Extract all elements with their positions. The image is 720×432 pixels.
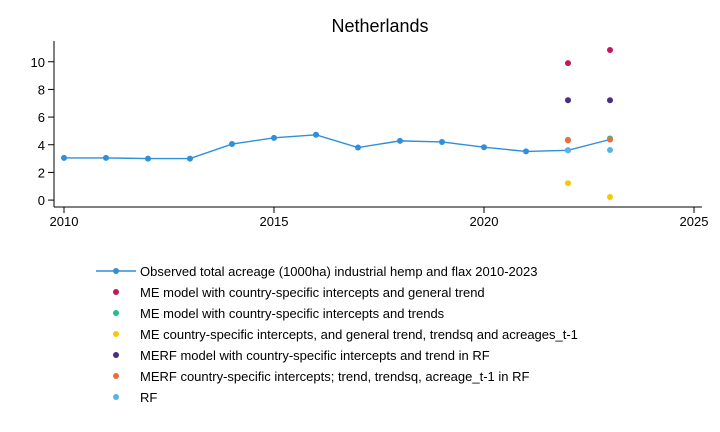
y-tick-label: 10 <box>31 55 45 70</box>
x-tick-label: 2010 <box>50 214 79 229</box>
y-tick-label: 8 <box>38 82 45 97</box>
series-line-observed <box>64 134 611 160</box>
data-point <box>439 138 445 145</box>
legend-marker <box>113 331 119 337</box>
legend-marker <box>113 310 119 316</box>
x-tick-label: 2015 <box>260 214 289 229</box>
data-point <box>61 154 67 161</box>
legend-label: MERF country-specific intercepts; trend,… <box>140 369 529 384</box>
data-point <box>565 180 571 187</box>
data-point <box>145 155 151 162</box>
legend-label: ME model with country-specific intercept… <box>140 285 485 300</box>
data-point <box>607 136 613 143</box>
legend-marker <box>113 268 119 274</box>
x-tick-label: 2020 <box>470 214 499 229</box>
series-layer <box>61 46 613 201</box>
data-point <box>607 46 613 53</box>
data-point <box>229 141 235 148</box>
legend-marker <box>113 289 119 295</box>
legend-label: ME model with country-specific intercept… <box>140 306 445 321</box>
data-point <box>565 147 571 154</box>
data-point <box>607 194 613 201</box>
data-point <box>397 137 403 144</box>
legend-label: MERF model with country-specific interce… <box>140 348 490 363</box>
data-point <box>565 97 571 104</box>
data-point <box>565 137 571 144</box>
y-tick-label: 4 <box>38 138 45 153</box>
x-tick-label: 2025 <box>680 214 709 229</box>
data-point <box>103 154 109 161</box>
legend-label: Observed total acreage (1000ha) industri… <box>140 264 537 279</box>
legend-label: RF <box>140 390 157 405</box>
ticks: 2010 2015 2020 2025 0 2 4 6 8 10 <box>31 55 709 229</box>
data-point <box>187 155 193 162</box>
chart-title: Netherlands <box>331 16 428 36</box>
data-point <box>271 134 277 141</box>
data-point <box>355 144 361 151</box>
data-point <box>565 60 571 67</box>
y-tick-label: 0 <box>38 193 45 208</box>
data-point <box>607 97 613 104</box>
legend-marker <box>113 352 119 358</box>
data-point <box>313 131 319 138</box>
data-point <box>607 147 613 154</box>
legend: Observed total acreage (1000ha) industri… <box>96 264 578 405</box>
y-tick-label: 2 <box>38 165 45 180</box>
data-point <box>523 148 529 155</box>
y-tick-label: 6 <box>38 110 45 125</box>
legend-marker <box>113 394 119 400</box>
legend-marker <box>113 373 119 379</box>
data-point <box>481 144 487 151</box>
legend-label: ME country-specific intercepts, and gene… <box>140 327 578 342</box>
